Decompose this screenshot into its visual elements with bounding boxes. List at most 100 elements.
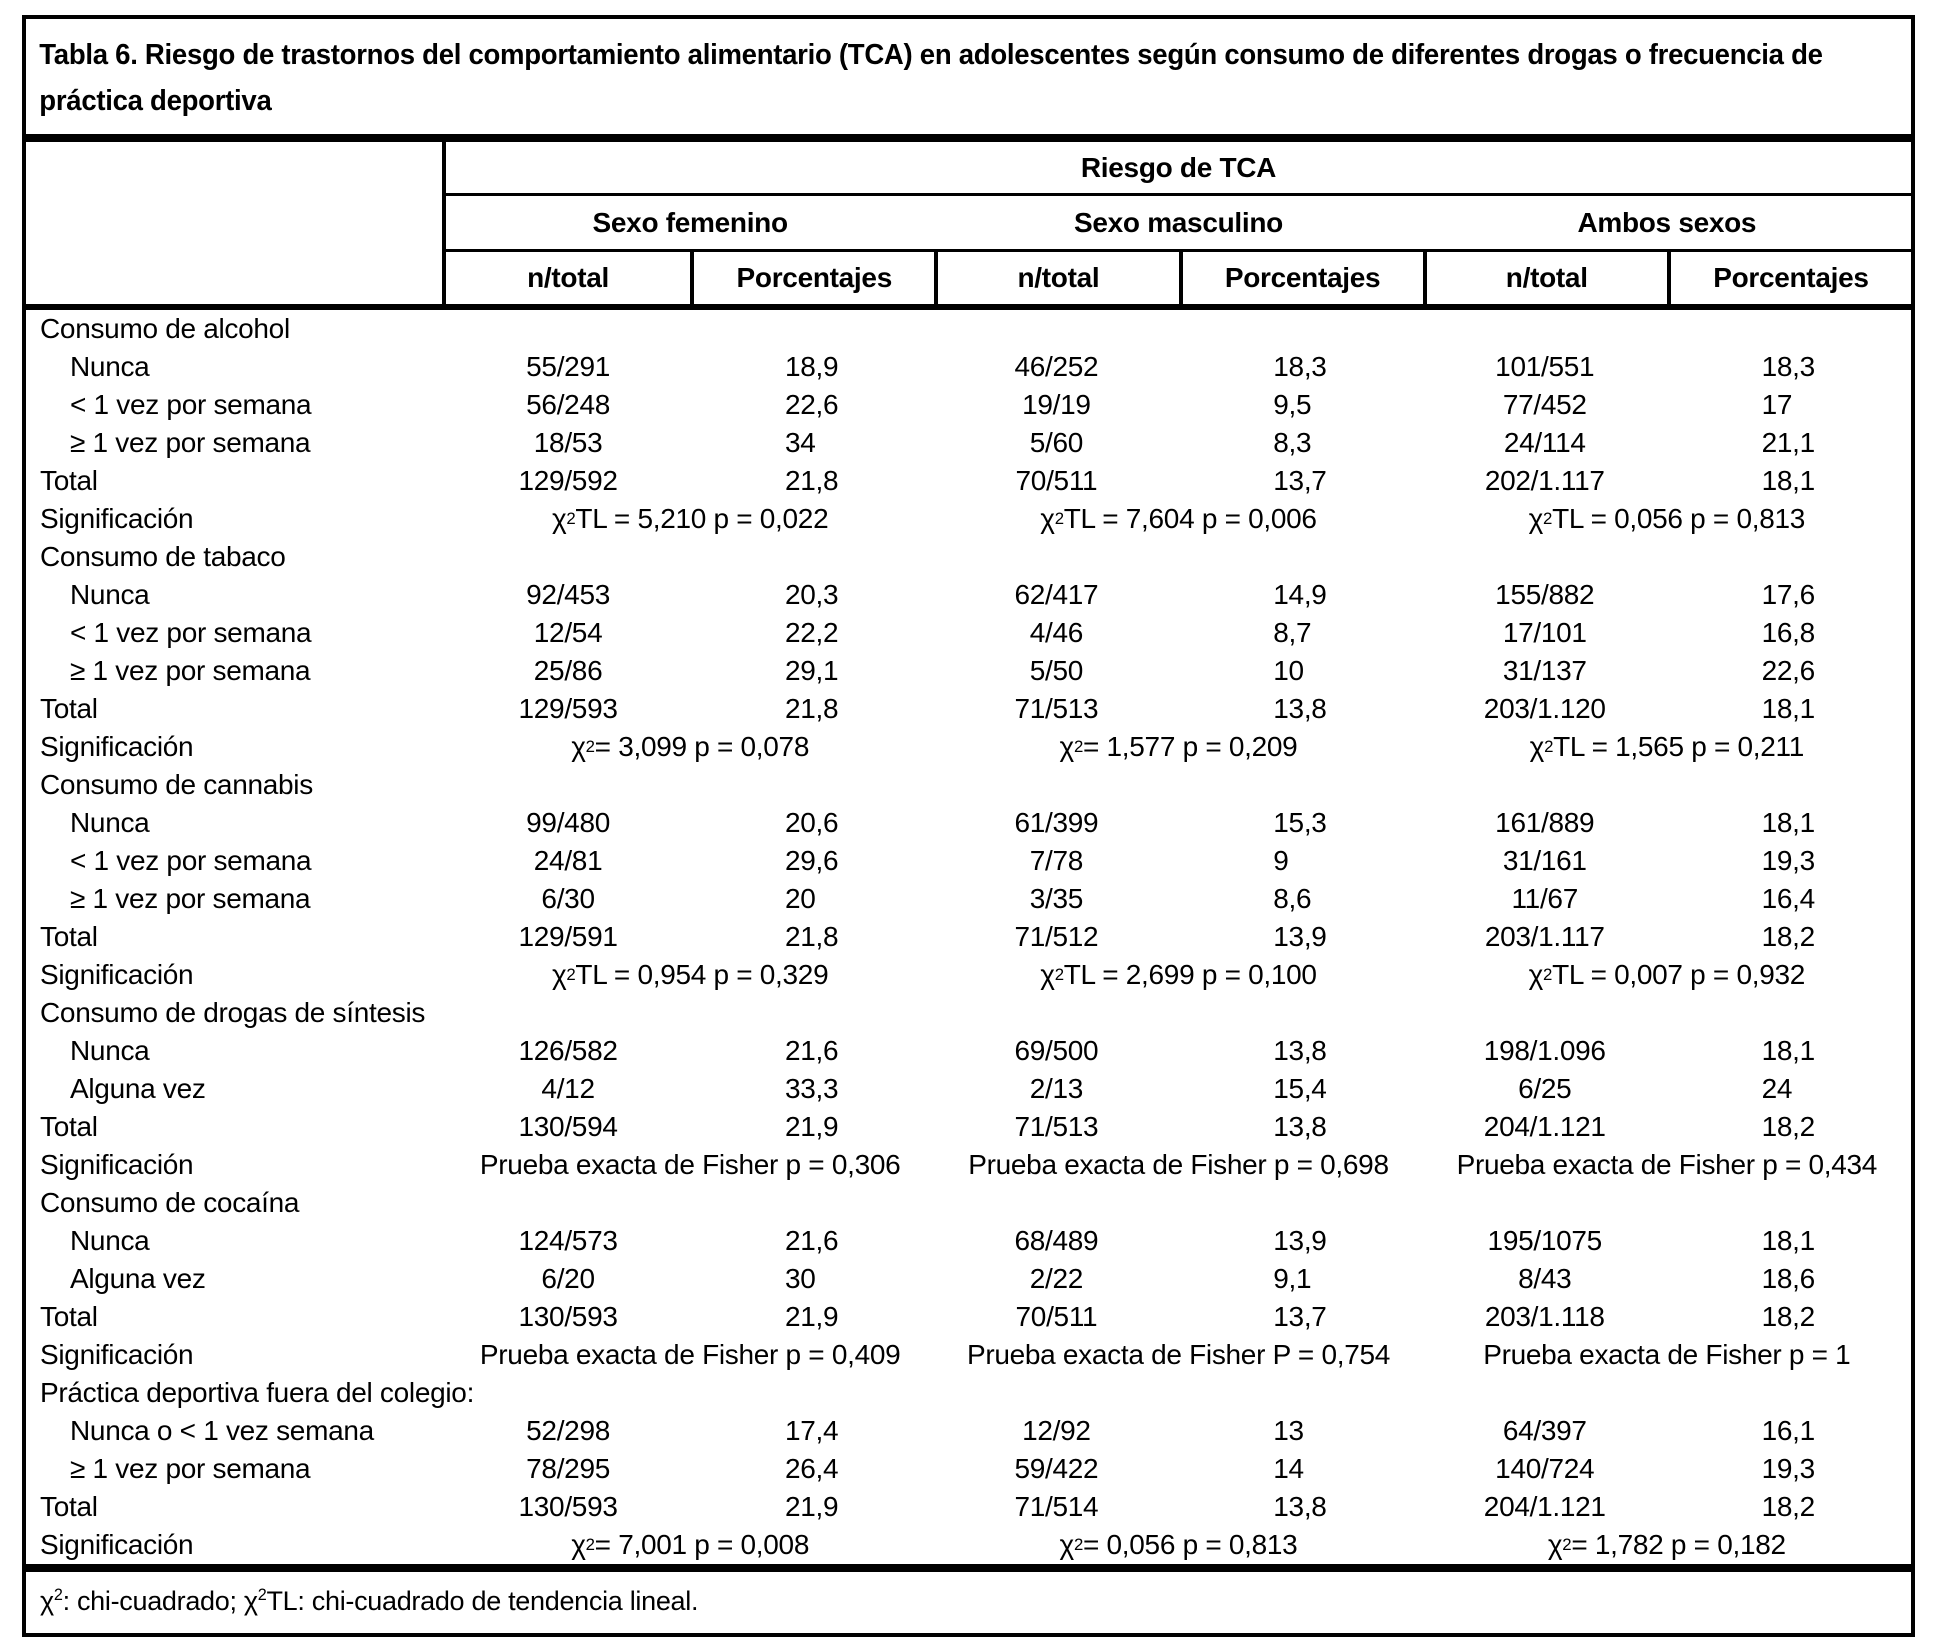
- cell-n-total: 12/54: [533, 617, 603, 648]
- cell-percentage: 13,8: [1179, 1108, 1423, 1146]
- cell-n-total: 2/22: [1029, 1263, 1084, 1294]
- cell-percentage: 18,3: [1667, 348, 1911, 386]
- percentage-value: 24: [1761, 1073, 1793, 1104]
- percentage-value: 30: [784, 1263, 816, 1294]
- cell-percentage: 18,2: [1667, 1108, 1911, 1146]
- row-label: < 1 vez por semana: [70, 389, 312, 420]
- percentage-value: 18,3: [1273, 351, 1327, 382]
- cell-n-total: 129/591: [518, 921, 618, 952]
- percentage-value: 29,1: [784, 655, 839, 686]
- cell-significance: Prueba exacta de Fisher p = 0,698: [968, 1149, 1389, 1180]
- row-label: Total: [40, 465, 98, 496]
- percentage-value: 18,1: [1761, 693, 1816, 724]
- percentage-value: 18,1: [1761, 1225, 1816, 1256]
- cell-percentage: 19,3: [1667, 842, 1911, 880]
- section-label: Consumo de cocaína: [40, 1187, 300, 1218]
- cell-n-total: 6/25: [1518, 1073, 1572, 1104]
- cell-n-total: 56/248: [526, 389, 610, 420]
- percentage-value: 29,6: [784, 845, 839, 876]
- cell-n-total: 18/53: [533, 427, 603, 458]
- section-label: Consumo de cannabis: [40, 769, 313, 800]
- cell-percentage: 18,1: [1667, 804, 1911, 842]
- percentage-value: 21,8: [784, 921, 839, 952]
- percentage-value: 8,7: [1273, 617, 1312, 648]
- header-group-masculino: Sexo masculino: [934, 196, 1423, 252]
- cell-n-total: 195/1075: [1487, 1225, 1603, 1256]
- percentage-value: 22,6: [784, 389, 839, 420]
- cell-significance: Prueba exacta de Fisher p = 0,409: [479, 1339, 901, 1370]
- cell-n-total: 11/67: [1511, 883, 1578, 914]
- cell-n-total: 161/889: [1495, 807, 1595, 838]
- cell-percentage: 18,6: [1667, 1260, 1911, 1298]
- cell-n-total: 71/513: [1014, 693, 1099, 724]
- cell-percentage: 17,4: [690, 1412, 934, 1450]
- cell-n-total: 62/417: [1014, 579, 1099, 610]
- cell-n-total: 7/78: [1029, 845, 1084, 876]
- cell-percentage: 16,8: [1667, 614, 1911, 652]
- cell-percentage: 22,6: [690, 386, 934, 424]
- row-label: Significación: [40, 1339, 194, 1370]
- cell-n-total: 203/1.120: [1483, 693, 1606, 724]
- row-label: Nunca: [70, 807, 150, 838]
- cell-n-total: 31/137: [1502, 655, 1587, 686]
- row-label: Significación: [40, 1529, 194, 1560]
- section-label: Consumo de alcohol: [40, 313, 290, 344]
- cell-significance: Prueba exacta de Fisher P = 0,754: [966, 1339, 1391, 1370]
- percentage-value: 13,8: [1273, 1491, 1327, 1522]
- percentage-value: 18,1: [1761, 465, 1816, 496]
- cell-significance: χ 2 TL = 0,954 p = 0,329: [551, 959, 829, 990]
- percentage-value: 18,2: [1761, 1301, 1816, 1332]
- percentage-value: 21,1: [1761, 427, 1816, 458]
- percentage-value: 18,2: [1761, 921, 1816, 952]
- cell-n-total: 61/399: [1014, 807, 1099, 838]
- percentage-value: 20,3: [784, 579, 839, 610]
- cell-n-total: 6/20: [541, 1263, 595, 1294]
- row-label: Alguna vez: [70, 1073, 206, 1104]
- cell-n-total: 130/593: [518, 1301, 618, 1332]
- cell-n-total: 25/86: [533, 655, 603, 686]
- cell-percentage: 18,1: [1667, 1222, 1911, 1260]
- percentage-value: 13,8: [1273, 1035, 1327, 1066]
- cell-percentage: 18,2: [1667, 1488, 1911, 1526]
- percentage-value: 18,1: [1761, 1035, 1816, 1066]
- cell-percentage: 21,8: [690, 918, 934, 956]
- row-label: ≥ 1 vez por semana: [70, 427, 311, 458]
- percentage-value: 21,8: [784, 693, 839, 724]
- percentage-value: 33,3: [784, 1073, 839, 1104]
- footnote-divider: [26, 1564, 1911, 1572]
- percentage-value: 15,4: [1273, 1073, 1327, 1104]
- percentage-value: 8,3: [1273, 427, 1312, 458]
- cell-percentage: 17: [1667, 386, 1911, 424]
- cell-n-total: 5/60: [1029, 427, 1084, 458]
- cell-percentage: 8,3: [1179, 424, 1423, 462]
- row-label: Nunca: [70, 1225, 150, 1256]
- percentage-value: 26,4: [784, 1453, 839, 1484]
- percentage-value: 16,8: [1761, 617, 1816, 648]
- percentage-value: 19,3: [1761, 1453, 1816, 1484]
- cell-n-total: 129/592: [518, 465, 618, 496]
- percentage-value: 13,9: [1273, 921, 1327, 952]
- cell-percentage: 15,4: [1179, 1070, 1423, 1108]
- cell-percentage: 18,2: [1667, 1298, 1911, 1336]
- cell-significance: Prueba exacta de Fisher p = 0,434: [1456, 1149, 1878, 1180]
- header-group-femenino: Sexo femenino: [446, 196, 935, 252]
- cell-percentage: 15,3: [1179, 804, 1423, 842]
- percentage-value: 14: [1273, 1453, 1304, 1484]
- cell-percentage: 18,1: [1667, 1032, 1911, 1070]
- percentage-value: 18,2: [1761, 1491, 1816, 1522]
- cell-percentage: 20,3: [690, 576, 934, 614]
- cell-percentage: 30: [690, 1260, 934, 1298]
- cell-percentage: 22,2: [690, 614, 934, 652]
- cell-n-total: 4/12: [541, 1073, 595, 1104]
- cell-percentage: 20: [690, 880, 934, 918]
- row-label: < 1 vez por semana: [70, 845, 312, 876]
- cell-n-total: 126/582: [518, 1035, 618, 1066]
- header-sub-porcentajes: Porcentajes: [690, 252, 934, 304]
- cell-n-total: 130/593: [518, 1491, 618, 1522]
- cell-n-total: 124/573: [518, 1225, 618, 1256]
- cell-percentage: 14: [1179, 1450, 1423, 1488]
